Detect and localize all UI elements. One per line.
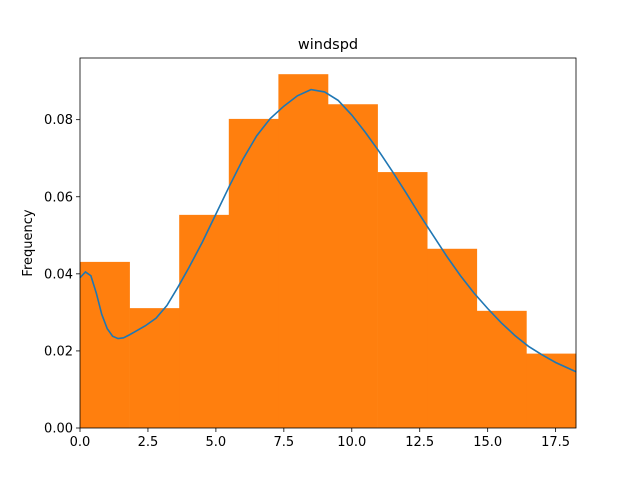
x-axis-ticks: 0.0 2.5 5.0 7.5 10.0 12.5 15.0 17.5 — [70, 428, 570, 450]
histogram-bar — [80, 261, 130, 428]
density-curve — [79, 88, 577, 373]
x-tick-label: 12.5 — [405, 435, 434, 450]
histogram-bar — [526, 353, 577, 428]
histogram-bar — [129, 308, 180, 428]
plot-frame — [79, 57, 577, 429]
histogram-bar — [328, 104, 378, 428]
x-tick-label: 17.5 — [541, 435, 570, 450]
histogram-bar — [476, 310, 527, 428]
x-tick-label: 0.0 — [70, 435, 91, 450]
x-tick-label: 15.0 — [473, 435, 502, 450]
y-axis-ticks: 0.00 0.02 0.04 0.06 0.08 — [44, 113, 80, 437]
x-tick-label: 5.0 — [206, 435, 227, 450]
y-tick-label: 0.08 — [44, 113, 73, 128]
y-tick-label: 0.02 — [44, 344, 73, 359]
histogram-bar — [228, 118, 279, 429]
histogram-bar — [278, 74, 329, 428]
x-tick-label: 2.5 — [138, 435, 159, 450]
histogram-bar — [377, 172, 428, 428]
chart-title: windspd — [298, 37, 358, 53]
y-tick-label: 0.04 — [44, 267, 73, 282]
x-tick-label: 7.5 — [273, 435, 294, 450]
y-axis-label: Frequency — [21, 209, 36, 276]
y-tick-label: 0.00 — [44, 422, 73, 437]
histogram-bars — [80, 74, 577, 429]
histogram-bar — [179, 214, 230, 428]
histogram-bar — [427, 248, 478, 428]
x-tick-label: 10.0 — [337, 435, 366, 450]
y-tick-label: 0.06 — [44, 190, 73, 205]
